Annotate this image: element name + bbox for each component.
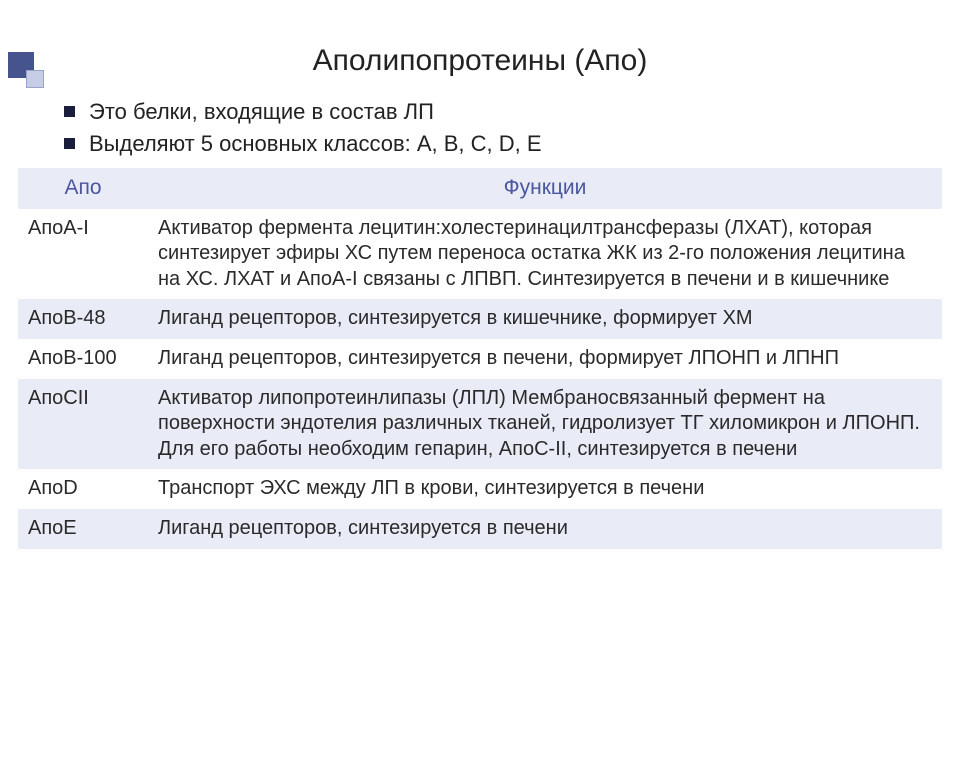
apo-table: Апо Функции АпоА-I Активатор фермента ле… [18, 168, 942, 549]
cell-func: Лиганд рецепторов, синтезируется в печен… [148, 339, 942, 379]
bullet-marker-icon [64, 138, 75, 149]
cell-apo: АпоА-I [18, 209, 148, 300]
cell-func: Активатор фермента лецитин:холестеринаци… [148, 209, 942, 300]
bullet-text: Это белки, входящие в состав ЛП [89, 96, 434, 128]
table-row: АпоСII Активатор липопротеинлипазы (ЛПЛ)… [18, 379, 942, 470]
bullet-marker-icon [64, 106, 75, 117]
table-row: АпоЕ Лиганд рецепторов, синтезируется в … [18, 509, 942, 549]
table-row: АпоD Транспорт ЭХС между ЛП в крови, син… [18, 469, 942, 509]
table-row: АпоА-I Активатор фермента лецитин:холест… [18, 209, 942, 300]
cell-apo: АпоВ-100 [18, 339, 148, 379]
col-header-apo: Апо [18, 168, 148, 209]
table-header-row: Апо Функции [18, 168, 942, 209]
slide-title: Аполипопротеины (Апо) [0, 44, 960, 78]
bullet-list: Это белки, входящие в состав ЛП Выделяют… [64, 96, 960, 160]
corner-decoration [8, 52, 56, 96]
cell-apo: АпоD [18, 469, 148, 509]
cell-apo: АпоЕ [18, 509, 148, 549]
bullet-item: Выделяют 5 основных классов: A, B, C, D,… [64, 128, 960, 160]
cell-apo: АпоСII [18, 379, 148, 470]
table-row: АпоВ-100 Лиганд рецепторов, синтезируетс… [18, 339, 942, 379]
cell-func: Активатор липопротеинлипазы (ЛПЛ) Мембра… [148, 379, 942, 470]
cell-func: Транспорт ЭХС между ЛП в крови, синтезир… [148, 469, 942, 509]
table-row: АпоВ-48 Лиганд рецепторов, синтезируется… [18, 299, 942, 339]
cell-func: Лиганд рецепторов, синтезируется в печен… [148, 509, 942, 549]
bullet-text: Выделяют 5 основных классов: A, B, C, D,… [89, 128, 542, 160]
cell-apo: АпоВ-48 [18, 299, 148, 339]
col-header-func: Функции [148, 168, 942, 209]
cell-func: Лиганд рецепторов, синтезируется в кишеч… [148, 299, 942, 339]
bullet-item: Это белки, входящие в состав ЛП [64, 96, 960, 128]
